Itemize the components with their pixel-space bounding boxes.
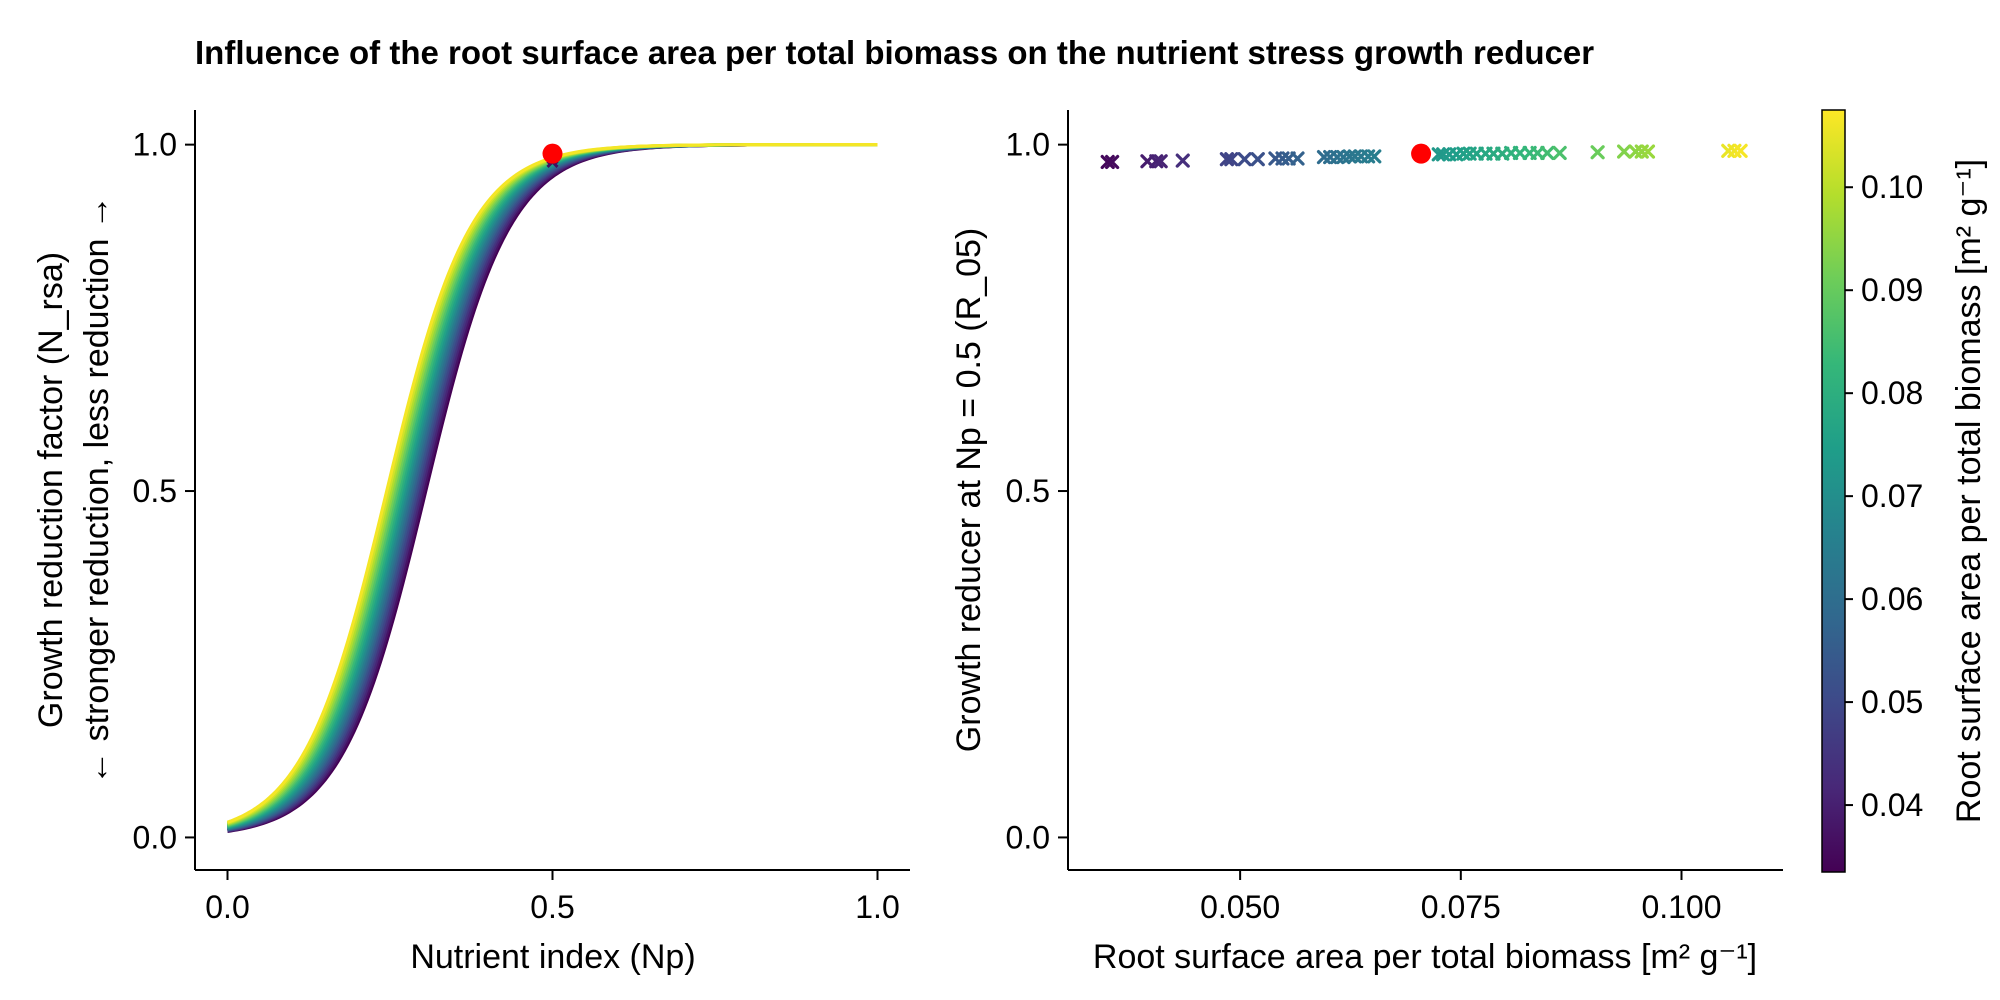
scatter-point [1540, 145, 1555, 161]
left-y-ticks: 0.0 0.5 1.0 [133, 127, 195, 855]
x-tick-label: 1.0 [855, 889, 899, 925]
left-y-label-line1: Growth reduction factor (N_rsa) [32, 252, 70, 728]
colorbar-tick-label: 0.09 [1861, 272, 1923, 308]
colorbar-gradient [1821, 109, 1846, 873]
scatter-point [1290, 151, 1305, 166]
colorbar-tick-label: 0.10 [1861, 169, 1923, 205]
scatter-point [1733, 143, 1748, 158]
x-tick-label: 0.0 [205, 889, 249, 925]
left-y-label-line2: ← stronger reduction, less reduction → [78, 195, 116, 785]
scatter-point [1153, 154, 1168, 169]
scatter-point [1431, 147, 1446, 162]
scatter-point [1530, 145, 1545, 161]
scatter-point [1224, 152, 1239, 167]
highlight-point [1411, 143, 1432, 164]
scatter-point [1105, 154, 1120, 170]
x-tick-label: 0.5 [530, 889, 574, 925]
scatter-point [1219, 152, 1234, 167]
colorbar-label: Root surface area per total biomass [m² … [1950, 159, 1988, 823]
scatter-point [1367, 149, 1382, 164]
curve-line [227, 143, 878, 826]
y-tick-label: 1.0 [133, 127, 177, 163]
right-y-ticks: 0.0 0.5 1.0 [1006, 127, 1068, 855]
left-markers [542, 143, 563, 169]
scatter-point [1100, 154, 1115, 170]
right-points [1100, 143, 1748, 170]
colorbar-ticks: 0.04 0.05 0.06 0.07 0.08 0.09 0.10 [1845, 169, 1923, 823]
y-tick-label: 0.5 [1006, 473, 1050, 509]
left-x-label: Nutrient index (Np) [410, 938, 695, 976]
scatter-point [1512, 145, 1528, 161]
left-curves [226, 143, 878, 833]
colorbar-tick-label: 0.05 [1861, 684, 1923, 720]
scatter-point [1250, 152, 1265, 167]
curve-line [226, 143, 878, 826]
right-x-ticks: 0.050 0.075 0.100 [1200, 870, 1722, 925]
scatter-point [1149, 154, 1164, 169]
scatter-point [1552, 145, 1567, 161]
y-tick-label: 1.0 [1006, 127, 1050, 163]
figure-title: Influence of the root surface area per t… [195, 34, 1594, 71]
left-panel: 0.0 0.5 1.0 0.00.51.0 Nutrient index (Np) … [32, 110, 910, 976]
highlight-point [542, 143, 563, 164]
colorbar-tick-label: 0.08 [1861, 375, 1923, 411]
right-y-label: Growth reducer at Np = 0.5 (R_05) [950, 228, 988, 752]
scatter-point [1590, 145, 1605, 160]
colorbar-tick-label: 0.04 [1861, 787, 1923, 823]
left-x-ticks: 0.0 0.5 1.0 [205, 870, 900, 925]
scatter-point [1617, 144, 1632, 159]
colorbar-tick-label: 0.06 [1861, 581, 1923, 617]
colorbar-tick-label: 0.07 [1861, 478, 1923, 514]
x-tick-label: 0.075 [1421, 889, 1501, 925]
scatter-point [1175, 153, 1190, 168]
x-tick-label: 0.100 [1641, 889, 1721, 925]
y-tick-label: 0.0 [133, 819, 177, 855]
colorbar: 0.04 0.05 0.06 0.07 0.08 0.09 0.10 Root surfac… [1821, 109, 1988, 873]
right-panel: 0.050 0.075 0.100 0.0 0.5 1.0 Root surface a… [950, 110, 1783, 976]
x-tick-label: 0.050 [1200, 889, 1280, 925]
scatter-point [1640, 144, 1656, 159]
right-x-label: Root surface area per total biomass [m² … [1093, 938, 1757, 976]
y-tick-label: 0.0 [1006, 819, 1050, 855]
y-tick-label: 0.5 [133, 473, 177, 509]
scatter-point [1237, 152, 1252, 167]
